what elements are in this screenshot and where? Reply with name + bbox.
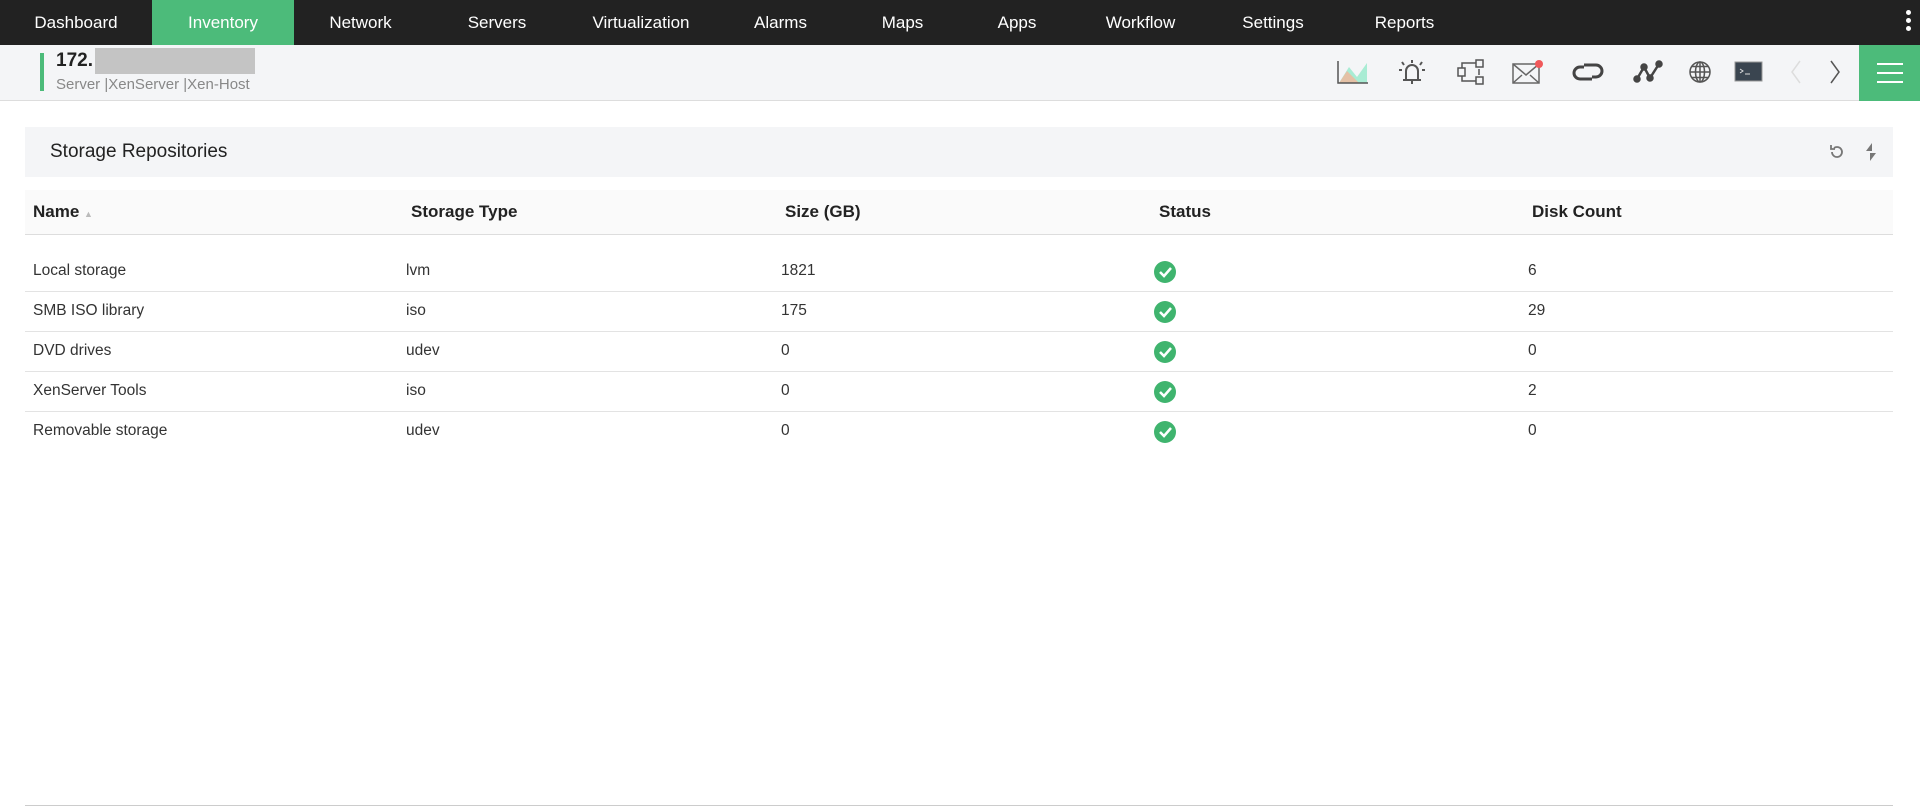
cell-disk-count: 0 bbox=[1528, 422, 1537, 439]
nav-reports[interactable]: Reports bbox=[1374, 13, 1435, 32]
status-ok-icon bbox=[1154, 261, 1176, 283]
col-name[interactable]: Name ▲ bbox=[33, 202, 93, 222]
divider bbox=[25, 805, 1893, 806]
graph-icon[interactable] bbox=[1631, 57, 1665, 87]
workflow-icon[interactable] bbox=[1454, 57, 1488, 87]
sync-icon[interactable] bbox=[1572, 57, 1606, 87]
nav-workflow[interactable]: Workflow bbox=[1105, 13, 1176, 32]
nav-alarms[interactable]: Alarms bbox=[754, 13, 807, 32]
cell-disk-count: 0 bbox=[1528, 342, 1537, 359]
refresh-icon[interactable] bbox=[1828, 143, 1846, 161]
globe-icon[interactable] bbox=[1683, 57, 1717, 87]
cell-name: XenServer Tools bbox=[33, 382, 147, 399]
status-ok-icon bbox=[1154, 341, 1176, 363]
nav-dashboard[interactable]: Dashboard bbox=[34, 13, 118, 32]
cell-disk-count: 6 bbox=[1528, 262, 1537, 279]
table-row[interactable]: Local storage lvm 1821 6 bbox=[25, 252, 1893, 292]
sort-icon[interactable]: ▲ bbox=[84, 209, 93, 219]
col-status[interactable]: Status bbox=[1159, 202, 1211, 221]
cell-disk-count: 2 bbox=[1528, 382, 1537, 399]
accent-bar bbox=[40, 53, 44, 91]
cell-size: 0 bbox=[781, 382, 790, 399]
terminal-icon[interactable] bbox=[1732, 57, 1766, 87]
nav-inventory[interactable]: Inventory bbox=[152, 0, 294, 45]
nav-maps[interactable]: Maps bbox=[881, 13, 924, 32]
top-nav: Dashboard Inventory Network Servers Virt… bbox=[0, 0, 1920, 45]
cell-size: 0 bbox=[781, 422, 790, 439]
col-size[interactable]: Size (GB) bbox=[785, 202, 861, 221]
nav-network[interactable]: Network bbox=[329, 13, 392, 32]
cell-storage-type: iso bbox=[406, 302, 426, 319]
device-ip: 172. bbox=[56, 50, 93, 71]
status-ok-icon bbox=[1154, 421, 1176, 443]
device-header: 172. Server |XenServer |Xen-Host bbox=[0, 45, 1920, 101]
cell-name: Removable storage bbox=[33, 422, 168, 439]
col-storage-type[interactable]: Storage Type bbox=[411, 202, 518, 221]
more-options-icon[interactable] bbox=[1906, 10, 1912, 34]
cell-storage-type: udev bbox=[406, 422, 440, 439]
table-row[interactable]: DVD drives udev 0 0 bbox=[25, 332, 1893, 372]
cell-name: SMB ISO library bbox=[33, 302, 145, 319]
panel-title: Storage Repositories bbox=[50, 141, 228, 162]
cell-storage-type: udev bbox=[406, 342, 440, 359]
cell-size: 0 bbox=[781, 342, 790, 359]
cell-storage-type: lvm bbox=[406, 262, 431, 279]
cell-size: 175 bbox=[781, 302, 807, 319]
alarm-bell-icon[interactable] bbox=[1395, 57, 1429, 87]
panel-header: Storage Repositories bbox=[25, 127, 1893, 177]
cell-name: DVD drives bbox=[33, 342, 112, 359]
col-name-label: Name bbox=[33, 202, 80, 221]
collapse-icon[interactable] bbox=[1862, 142, 1880, 162]
table-row[interactable]: Removable storage udev 0 0 bbox=[25, 412, 1893, 452]
chart-icon[interactable] bbox=[1336, 57, 1370, 87]
status-ok-icon bbox=[1154, 301, 1176, 323]
chevron-left-icon[interactable] bbox=[1779, 57, 1813, 87]
status-ok-icon bbox=[1154, 381, 1176, 403]
nav-settings[interactable]: Settings bbox=[1242, 13, 1304, 32]
device-breadcrumb: Server |XenServer |Xen-Host bbox=[56, 76, 250, 93]
nav-apps[interactable]: Apps bbox=[997, 13, 1037, 32]
table-row[interactable]: XenServer Tools iso 0 2 bbox=[25, 372, 1893, 412]
col-disk-count[interactable]: Disk Count bbox=[1532, 202, 1622, 221]
nav-virtualization[interactable]: Virtualization bbox=[592, 13, 690, 32]
cell-name: Local storage bbox=[33, 262, 127, 279]
cell-disk-count: 29 bbox=[1528, 302, 1546, 319]
redacted-ip bbox=[95, 48, 255, 74]
cell-size: 1821 bbox=[781, 262, 816, 279]
mail-icon[interactable] bbox=[1511, 57, 1545, 87]
table-header: Name ▲ Storage Type Size (GB) Status Dis… bbox=[25, 190, 1893, 235]
chevron-right-icon[interactable] bbox=[1818, 57, 1852, 87]
cell-storage-type: iso bbox=[406, 382, 426, 399]
hamburger-menu-icon[interactable] bbox=[1859, 45, 1920, 101]
table-row[interactable]: SMB ISO library iso 175 29 bbox=[25, 292, 1893, 332]
nav-servers[interactable]: Servers bbox=[467, 13, 527, 32]
